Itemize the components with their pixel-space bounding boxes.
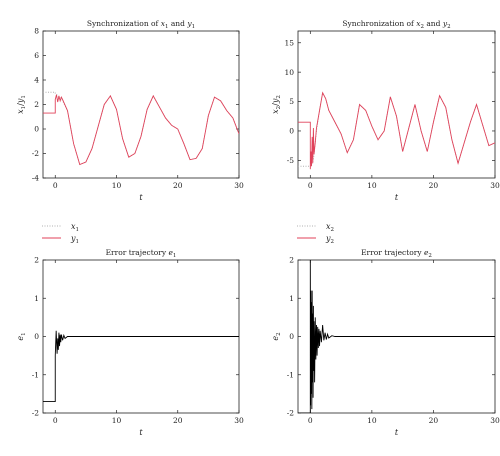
y-axis-label: e2 bbox=[271, 332, 282, 340]
y-tick-label: 0 bbox=[34, 332, 39, 341]
y-tick-label: -2 bbox=[32, 149, 40, 158]
chart-panel-4: Error trajectory e2 0 10 20 30 -2 -1 0 1 2 t e2 bbox=[271, 248, 500, 437]
x-tick-label: 10 bbox=[112, 416, 122, 425]
y-axis-label: x1/y1 bbox=[16, 95, 27, 114]
chart-title: Synchronization of x2 and y2 bbox=[342, 19, 450, 30]
y-tick-label: 0 bbox=[289, 127, 294, 136]
series-line-e2 bbox=[298, 260, 495, 413]
y-tick-label: 2 bbox=[34, 100, 39, 109]
x-tick-label: 0 bbox=[308, 181, 313, 190]
y-axis-label: x2/y2 bbox=[271, 95, 282, 114]
y-axis-label: e1 bbox=[16, 332, 27, 340]
series-line-x2 bbox=[298, 91, 495, 167]
y-tick-label: 15 bbox=[284, 38, 294, 47]
x-tick-label: 0 bbox=[53, 416, 58, 425]
y-tick-label: 2 bbox=[34, 256, 39, 265]
x-tick-label: 10 bbox=[112, 181, 122, 190]
x-tick-label: 20 bbox=[429, 181, 439, 190]
x-tick-label: 30 bbox=[234, 181, 244, 190]
series-line-y2 bbox=[298, 91, 495, 170]
x-tick-label: 30 bbox=[490, 416, 500, 425]
y-tick-label: -2 bbox=[32, 409, 40, 418]
legend-label: x2 bbox=[326, 222, 334, 233]
series-line-y1 bbox=[43, 94, 239, 166]
legend-label: y1 bbox=[70, 234, 79, 245]
legend-label: x1 bbox=[71, 222, 79, 233]
x-axis-label: t bbox=[395, 193, 399, 202]
x-tick-label: 20 bbox=[429, 416, 439, 425]
y-tick-label: -5 bbox=[287, 156, 295, 165]
y-tick-label: -1 bbox=[32, 370, 39, 379]
chart-title: Error trajectory e1 bbox=[106, 248, 177, 259]
x-tick-label: 30 bbox=[234, 416, 244, 425]
y-tick-label: -2 bbox=[287, 409, 295, 418]
y-tick-label: 4 bbox=[34, 76, 39, 85]
y-tick-label: -1 bbox=[287, 370, 294, 379]
chart-panel-1: Synchronization of x1 and y1 0 10 20 30 -4 -2 0… bbox=[16, 19, 244, 245]
x-axis-label: t bbox=[139, 193, 143, 202]
series-line-x1 bbox=[43, 91, 239, 166]
y-tick-label: 0 bbox=[289, 332, 294, 341]
chart-panel-3: Error trajectory e1 0 10 20 30 -2 -1 0 1 2 t e1 bbox=[16, 248, 244, 437]
y-tick-label: 8 bbox=[34, 27, 39, 36]
x-tick-label: 20 bbox=[173, 181, 183, 190]
legend-label: y2 bbox=[325, 234, 334, 245]
x-tick-label: 10 bbox=[367, 181, 377, 190]
x-tick-label: 0 bbox=[53, 181, 58, 190]
y-tick-label: 10 bbox=[284, 68, 294, 77]
y-tick-label: 1 bbox=[34, 294, 39, 303]
y-tick-label: 0 bbox=[34, 125, 39, 134]
series-line-e1 bbox=[43, 330, 239, 402]
x-axis-label: t bbox=[139, 428, 143, 437]
y-tick-label: 5 bbox=[289, 97, 294, 106]
y-tick-label: 2 bbox=[289, 256, 294, 265]
y-tick-label: -4 bbox=[32, 174, 40, 183]
y-tick-label: 6 bbox=[34, 51, 39, 60]
x-tick-label: 0 bbox=[308, 416, 313, 425]
y-tick-label: 1 bbox=[289, 294, 294, 303]
x-tick-label: 20 bbox=[173, 416, 183, 425]
x-axis-label: t bbox=[395, 428, 399, 437]
x-tick-label: 10 bbox=[367, 416, 377, 425]
chart-title: Synchronization of x1 and y1 bbox=[87, 19, 195, 30]
plot-frame bbox=[297, 30, 496, 179]
chart-panel-2: Synchronization of x2 and y2 0 10 20 30 -5 0 5 1… bbox=[271, 19, 500, 245]
chart-title: Error trajectory e2 bbox=[361, 248, 432, 259]
x-tick-label: 30 bbox=[490, 181, 500, 190]
plot-frame bbox=[42, 30, 240, 179]
